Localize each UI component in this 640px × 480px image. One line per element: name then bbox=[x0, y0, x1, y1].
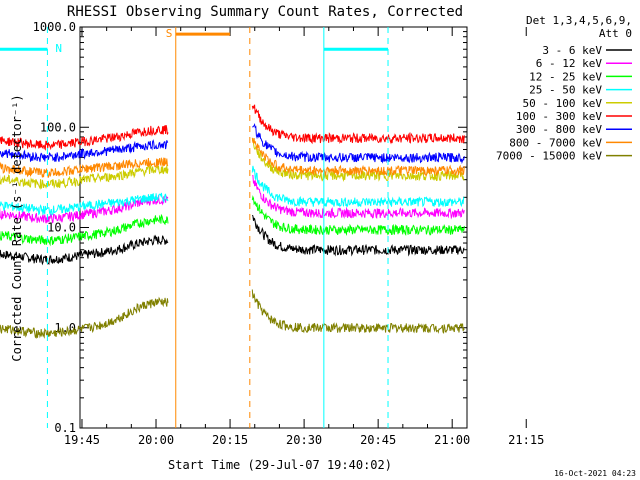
x-tick-label: 20:30 bbox=[286, 433, 322, 447]
legend-label-0: 3 - 6 keV bbox=[542, 44, 602, 57]
x-tick-label: 20:00 bbox=[138, 433, 174, 447]
legend-label-5: 100 - 300 keV bbox=[516, 110, 602, 123]
series-line-5 bbox=[0, 125, 169, 151]
chart-title: RHESSI Observing Summary Count Rates, Co… bbox=[67, 4, 463, 20]
marker-label-1: S bbox=[166, 27, 173, 40]
legend-label-7: 800 - 7000 keV bbox=[509, 136, 602, 149]
legend-header-line-1: Det 1,3,4,5,6,9, bbox=[526, 14, 632, 27]
series-line-3 bbox=[0, 192, 169, 217]
x-tick-label: 20:15 bbox=[212, 433, 248, 447]
y-tick-label: 0.1 bbox=[54, 421, 76, 435]
y-axis-label: Corrected Count Rate (s⁻¹ detector⁻¹) bbox=[10, 94, 24, 361]
x-axis-ticks: 19:45 20:00 20:15 20:30 20:45 21:00 21:15 bbox=[64, 27, 544, 447]
attenuator-markers: NS bbox=[0, 27, 389, 428]
series-line-after-8 bbox=[251, 289, 465, 335]
x-axis-label: Start Time (29-Jul-07 19:40:02) bbox=[168, 458, 392, 472]
legend-label-6: 300 - 800 keV bbox=[516, 123, 602, 136]
legend-label-2: 12 - 25 keV bbox=[529, 70, 602, 83]
y-tick-label: 10.0 bbox=[47, 221, 76, 235]
series-line-8 bbox=[0, 296, 169, 339]
marker-label-0: N bbox=[55, 42, 62, 55]
series-line-after-7 bbox=[251, 137, 465, 177]
series-line-2 bbox=[0, 213, 169, 247]
legend-label-4: 50 - 100 keV bbox=[523, 97, 603, 110]
footer-timestamp: 16-Oct-2021 04:23 bbox=[554, 469, 636, 478]
x-tick-label: 21:00 bbox=[434, 433, 470, 447]
x-tick-label: 19:45 bbox=[64, 433, 100, 447]
y-tick-label: 100.0 bbox=[40, 120, 76, 134]
legend-label-8: 7000 - 15000 keV bbox=[496, 150, 602, 163]
series-line-4 bbox=[0, 164, 169, 190]
series-line-after-2 bbox=[251, 195, 465, 237]
y-tick-label: 1000.0 bbox=[33, 20, 76, 34]
series-line-0 bbox=[0, 234, 169, 266]
series-line-6 bbox=[0, 139, 169, 163]
legend-header-line-2: Att 0 bbox=[599, 27, 632, 40]
x-tick-label: 20:45 bbox=[360, 433, 396, 447]
series-line-after-0 bbox=[251, 214, 465, 257]
series-line-after-1 bbox=[252, 175, 465, 220]
series-line-7 bbox=[0, 157, 169, 178]
series-line-after-5 bbox=[251, 104, 465, 145]
series-line-after-3 bbox=[251, 165, 465, 208]
legend-label-3: 25 - 50 keV bbox=[529, 84, 602, 97]
x-tick-label: 21:15 bbox=[508, 433, 544, 447]
series-group bbox=[0, 104, 465, 339]
series-line-after-6 bbox=[252, 123, 465, 165]
legend-label-1: 6 - 12 keV bbox=[536, 57, 603, 70]
series-line-1 bbox=[0, 195, 169, 224]
